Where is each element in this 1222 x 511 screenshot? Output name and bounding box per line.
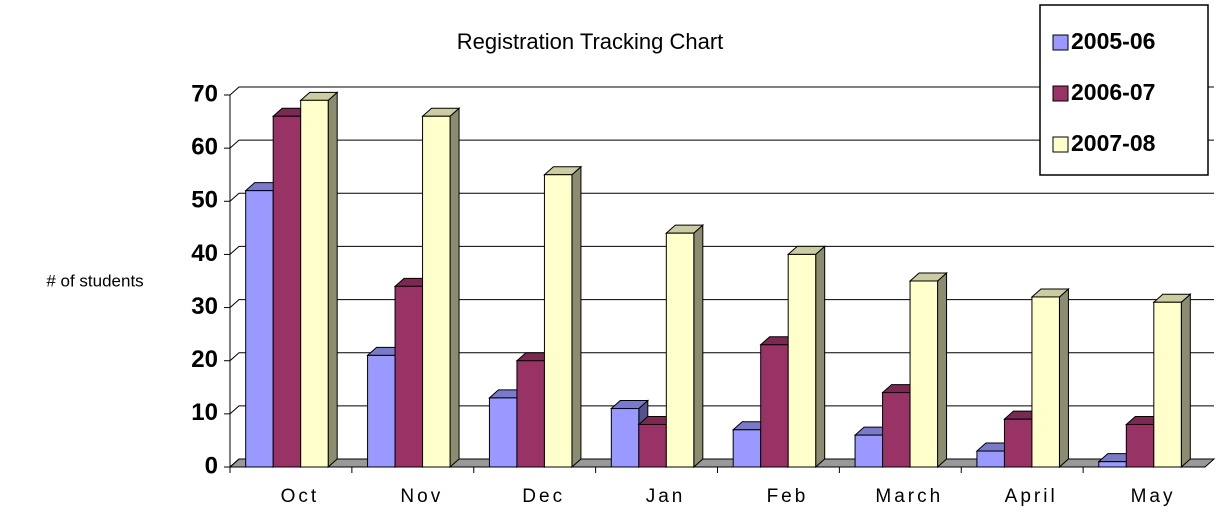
grid-line <box>229 245 1214 255</box>
bar-side <box>327 91 338 469</box>
bar-side <box>449 107 460 469</box>
bar-group <box>908 271 948 469</box>
bar <box>976 450 1005 468</box>
bar <box>272 115 302 468</box>
bar <box>638 423 667 468</box>
y-axis-label: # of students <box>46 271 143 290</box>
bar-group <box>421 107 461 469</box>
bar-side <box>571 165 582 469</box>
grid-line <box>229 299 1214 308</box>
bar <box>367 354 396 468</box>
y-tick-label: 50 <box>191 187 218 214</box>
bar <box>665 232 695 468</box>
bar-group <box>543 165 583 469</box>
x-tick-label: March <box>875 486 943 507</box>
x-tick-label: April <box>1005 486 1058 507</box>
bar-side <box>693 224 704 469</box>
bar <box>245 190 274 468</box>
grid-line <box>229 192 1214 202</box>
legend-label: 2005-06 <box>1071 28 1155 54</box>
grid-line <box>229 86 1214 96</box>
x-tick-label: Feb <box>767 486 809 507</box>
bar <box>732 429 762 468</box>
bar <box>1031 296 1060 468</box>
y-tick-label: 30 <box>191 293 218 320</box>
bar <box>882 392 911 468</box>
bar <box>909 280 939 468</box>
bar <box>1098 461 1127 468</box>
bar-group <box>786 245 827 469</box>
bar <box>422 115 451 468</box>
grid-line <box>229 139 1214 149</box>
bar <box>488 397 518 468</box>
bar-group <box>664 224 705 469</box>
bar-side <box>1180 293 1191 469</box>
bar-side <box>815 245 826 469</box>
bar-side <box>1058 287 1069 469</box>
x-tick-label: Nov <box>400 486 443 507</box>
bar <box>1125 423 1155 468</box>
legend-label: 2006-07 <box>1071 79 1155 105</box>
bar <box>516 360 545 468</box>
legend-swatch <box>1052 136 1069 153</box>
grid-line <box>229 352 1214 362</box>
legend-swatch <box>1052 34 1069 51</box>
legend-label: 2007-08 <box>1071 130 1156 156</box>
legend-swatch <box>1052 85 1069 102</box>
bar <box>760 344 789 468</box>
x-tick-label: Oct <box>281 486 320 507</box>
bar <box>610 408 640 468</box>
y-tick-label: 60 <box>191 133 218 160</box>
chart-title: Registration Tracking Chart <box>457 29 724 54</box>
bar <box>787 253 817 468</box>
bar <box>394 285 424 468</box>
y-tick-label: 20 <box>191 346 218 373</box>
y-tick-label: 70 <box>191 80 218 107</box>
bar <box>1003 418 1033 468</box>
bar <box>543 174 573 468</box>
x-tick-label: May <box>1131 486 1176 507</box>
y-tick-label: 0 <box>205 452 218 479</box>
y-tick-label: 40 <box>191 240 218 267</box>
bar-side <box>937 271 948 469</box>
bar-group <box>1030 287 1070 469</box>
bar <box>1153 301 1182 468</box>
bar-group <box>1152 293 1192 469</box>
bar <box>854 434 884 468</box>
x-tick-label: Dec <box>522 486 565 507</box>
x-tick-label: Jan <box>646 486 686 507</box>
bar <box>300 99 329 468</box>
y-tick-label: 10 <box>191 399 218 426</box>
bar-group <box>299 91 339 469</box>
